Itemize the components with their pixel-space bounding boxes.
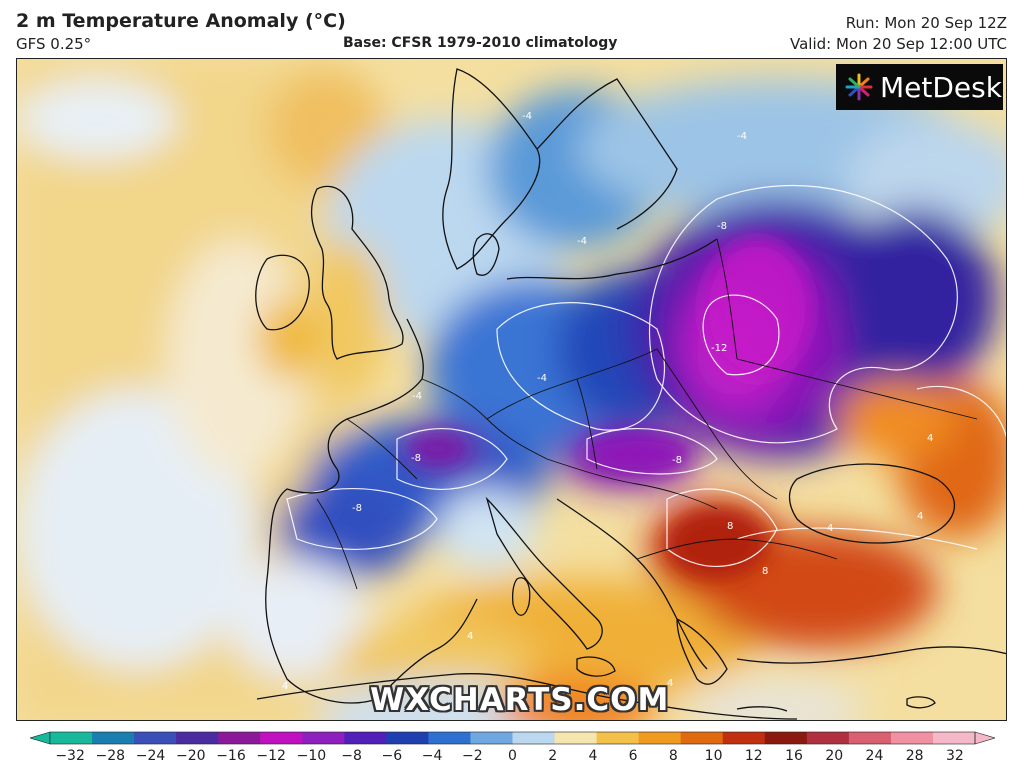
colorbar-segment: [932, 732, 976, 744]
colorbar-segment: [680, 732, 724, 744]
colorbar-segments: [30, 731, 995, 745]
metdesk-burst-icon: [845, 73, 873, 101]
contour-label: -8: [672, 455, 682, 466]
coastlines: [255, 68, 1006, 720]
contour-label: -8: [352, 503, 362, 514]
contour-label: -4: [737, 131, 747, 142]
contour-label: 4: [927, 433, 933, 444]
colorbar-tick-label: −16: [216, 748, 246, 764]
colorbar-tick-label: 32: [945, 748, 964, 764]
contour-label: 4: [467, 631, 473, 642]
colorbar-segment: [596, 732, 640, 744]
colorbar-tick-label: 2: [548, 748, 558, 764]
chart-title: 2 m Temperature Anomaly (°C): [16, 10, 346, 32]
colorbar-tick-label: 10: [704, 748, 723, 764]
contour-label: 8: [762, 566, 768, 577]
colorbar-tick-label: −24: [135, 748, 166, 764]
colorbar-max-arrow: [974, 731, 995, 745]
colorbar-segment: [176, 732, 219, 744]
colorbar-ticks: −32 −28 −24 −20 −16 −12 −10 −8 −6 −4 −2 0 2 4 6 8 10 12 16…: [0, 748, 1024, 772]
colorbar-segment: [722, 732, 766, 744]
country-borders: [316, 238, 978, 590]
colorbar-segment: [512, 732, 556, 744]
anomaly-map: -4 -4 -4 -4 -8 -8 -8 -8 -12 -4 4 4 4 4 8…: [16, 58, 1007, 721]
colorbar-segment: [806, 732, 850, 744]
colorbar-tick-label: 6: [628, 748, 638, 764]
contour-label: -4: [577, 236, 587, 247]
colorbar-segment: [386, 732, 429, 744]
colorbar-tick-label: −12: [256, 748, 286, 764]
contour-label: -8: [717, 221, 727, 232]
colorbar-tick-label: 16: [785, 748, 803, 764]
map-canvas: -4 -4 -4 -4 -8 -8 -8 -8 -12 -4 4 4 4 4 8…: [17, 59, 1006, 720]
colorbar-tick-label: −4: [421, 748, 443, 764]
anomaly-field: [17, 59, 1006, 720]
contour-label: 4: [282, 681, 288, 692]
contour-label: -4: [522, 111, 532, 122]
contour-label: -4: [537, 373, 547, 384]
metdesk-logo: MetDesk: [836, 64, 1003, 110]
run-label: Run: Mon 20 Sep 12Z: [845, 14, 1007, 32]
colorbar-tick-label: 8: [668, 748, 678, 764]
chart-header: 2 m Temperature Anomaly (°C) GFS 0.25° B…: [0, 0, 1024, 58]
colorbar-tick-label: −28: [95, 748, 126, 764]
colorbar: [30, 731, 995, 745]
colorbar-segment: [218, 732, 261, 744]
wxcharts-watermark: WXCHARTS.COM: [370, 682, 670, 718]
contour-label: -4: [412, 391, 422, 402]
colorbar-tick-label: −8: [341, 748, 362, 764]
colorbar-segment: [638, 732, 682, 744]
colorbar-segment: [890, 732, 934, 744]
colorbar-segment: [344, 732, 387, 744]
colorbar-tick-label: 0: [508, 748, 517, 764]
colorbar-tick-label: −2: [461, 748, 483, 764]
contour-label: -12: [711, 343, 727, 354]
colorbar-segment: [428, 732, 471, 744]
colorbar-tick-label: −6: [381, 748, 403, 764]
colorbar-segment: [470, 732, 513, 744]
logo-text: MetDesk: [880, 70, 1002, 104]
contour-label: 4: [827, 523, 833, 534]
colorbar-tick-label: 20: [825, 748, 844, 764]
colorbar-segment: [848, 732, 892, 744]
colorbar-segment: [50, 732, 93, 744]
colorbar-tick-label: 12: [744, 748, 763, 764]
colorbar-segment: [554, 732, 598, 744]
colorbar-segment: [134, 732, 177, 744]
contour-label: -8: [411, 453, 421, 464]
colorbar-segment: [260, 732, 303, 744]
colorbar-tick-label: 24: [865, 748, 884, 764]
colorbar-segment: [764, 732, 808, 744]
model-label: GFS 0.25°: [16, 35, 92, 53]
contour-label: 4: [667, 678, 673, 689]
contour-label: 8: [727, 521, 733, 532]
colorbar-tick-label: 28: [905, 748, 924, 764]
colorbar-tick-label: −20: [175, 748, 206, 764]
colorbar-outline: [49, 731, 976, 745]
anomaly-detail: [407, 239, 812, 579]
contour-label: 4: [917, 511, 923, 522]
colorbar-tick-label: 4: [588, 748, 598, 764]
contour-labels: -4 -4 -4 -4 -8 -8 -8 -8 -12 -4 4 4 4 4 8…: [282, 111, 933, 692]
valid-time-label: Valid: Mon 20 Sep 12:00 UTC: [790, 35, 1007, 53]
colorbar-segment: [92, 732, 135, 744]
colorbar-tick-label: −32: [55, 748, 85, 764]
colorbar-tick-label: −10: [296, 748, 327, 764]
colorbar-min-arrow: [30, 731, 51, 745]
colorbar-segment: [302, 732, 345, 744]
base-climatology-label: Base: CFSR 1979-2010 climatology: [343, 35, 618, 51]
